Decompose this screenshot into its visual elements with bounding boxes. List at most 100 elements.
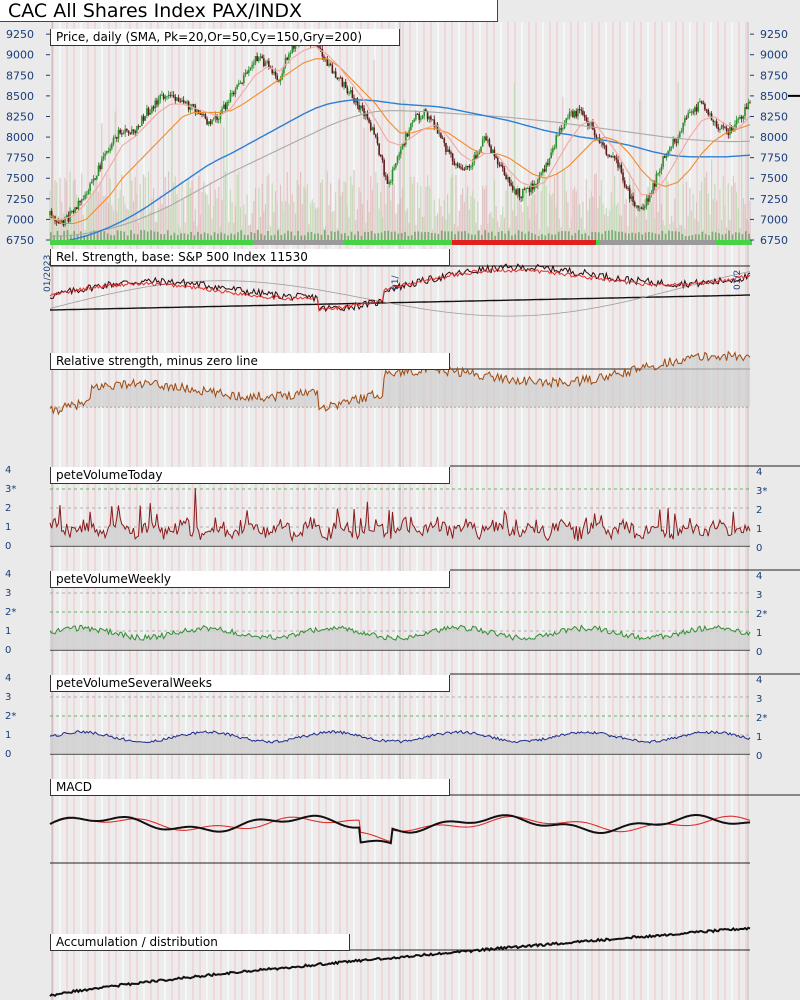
volume-bar [139,183,141,240]
volume-bar [739,227,741,240]
candle-body [545,163,547,172]
price-tick-label-right: 7000 [760,213,788,226]
volume-bar [198,175,200,240]
volume-baseline-bar [344,233,346,240]
volume-bar [528,219,531,240]
trend-status-cell [509,240,512,245]
trend-status-cell [431,240,434,245]
volume-bar [151,198,153,240]
candle-body [111,143,113,149]
trend-status-cell [659,240,662,245]
trend-status-cell [524,240,527,245]
trend-status-cell [344,240,347,245]
candle-body [608,155,611,157]
volume-bar [381,217,384,240]
volume-bar [488,213,490,240]
candle-body [80,199,83,203]
volume-bar [741,124,743,240]
candle-body [283,66,285,74]
candle-body [734,124,736,129]
candle-body [176,97,178,101]
volume-bar [413,176,415,240]
volume-baseline-bar [417,231,420,240]
candle-body [655,174,658,187]
candle-body [740,116,743,119]
trend-status-cell [176,240,179,245]
candle-body [174,96,177,101]
volume-bar [680,225,683,240]
candle-body [222,104,225,109]
volume-bar [77,206,80,240]
trend-status-cell [206,240,209,245]
trend-status-cell [299,240,302,245]
trend-status-cell [617,240,620,245]
volume-bar [746,219,748,240]
candle-body [712,120,715,122]
volume-bar [142,174,145,240]
volume-baseline-bar [537,235,540,240]
volume-baseline-bar [410,235,413,240]
volume-bar [213,205,215,240]
volume-bar [401,188,404,240]
candle-body [657,173,659,175]
trend-status-cell [635,240,638,245]
pete-volume-several-weeks-tick-label-left: 1 [5,730,11,741]
candle-body [49,210,51,216]
candle-body [169,94,172,96]
trend-status-cell [170,240,173,245]
price-tick-label-right: 8250 [760,110,788,123]
trend-status-cell [296,240,299,245]
trend-status-cell [155,240,158,245]
volume-bar [149,211,151,240]
volume-baseline-bar [267,230,269,240]
trend-status-cell [221,240,224,245]
price-tick-label-left: 8250 [6,110,34,123]
volume-baseline-bar [227,235,229,240]
volume-bar [705,171,708,240]
volume-bar [532,184,534,240]
candle-body [199,113,202,115]
candle-body [147,108,150,115]
volume-bar [114,111,116,241]
candle-body [595,135,598,138]
candle-body [543,169,546,172]
volume-bar [555,207,557,240]
pete-volume-today-tick-label-right: 0 [756,543,762,554]
candle-body [107,151,110,153]
trend-status-cell [662,240,665,245]
candle-body [560,128,563,130]
pete-volume-weekly-area [50,625,750,650]
candle-body [159,94,162,100]
volume-bar [64,177,66,240]
volume-bar [423,216,425,240]
volume-baseline-bar [731,234,734,240]
candle-body [229,93,232,102]
volume-baseline-bar [547,233,550,240]
volume-bar [166,205,168,240]
candle-body [735,119,738,125]
volume-baseline-bar [273,234,276,240]
candle-body [563,123,566,129]
trend-status-cell [494,240,497,245]
volume-baseline-bar [327,234,329,240]
volume-baseline-bar [701,231,704,240]
trend-status-cell [383,240,386,245]
candle-body [391,169,394,182]
relative-strength-panel [49,263,751,317]
candle-body [326,58,329,66]
trend-status-cell [575,240,578,245]
volume-bar [625,198,627,240]
price-panel [49,33,752,245]
volume-bar [208,204,210,240]
candle-body [466,166,469,168]
volume-bar [426,175,429,240]
date-label: 01/2023 [43,255,53,292]
candle-body [423,109,426,117]
volume-baseline-bar [126,235,129,240]
candle-body [57,221,60,223]
volume-bar [604,214,606,240]
candle-body [334,71,337,78]
candle-body [689,112,691,114]
candle-body [381,156,384,161]
candle-body [162,94,165,99]
